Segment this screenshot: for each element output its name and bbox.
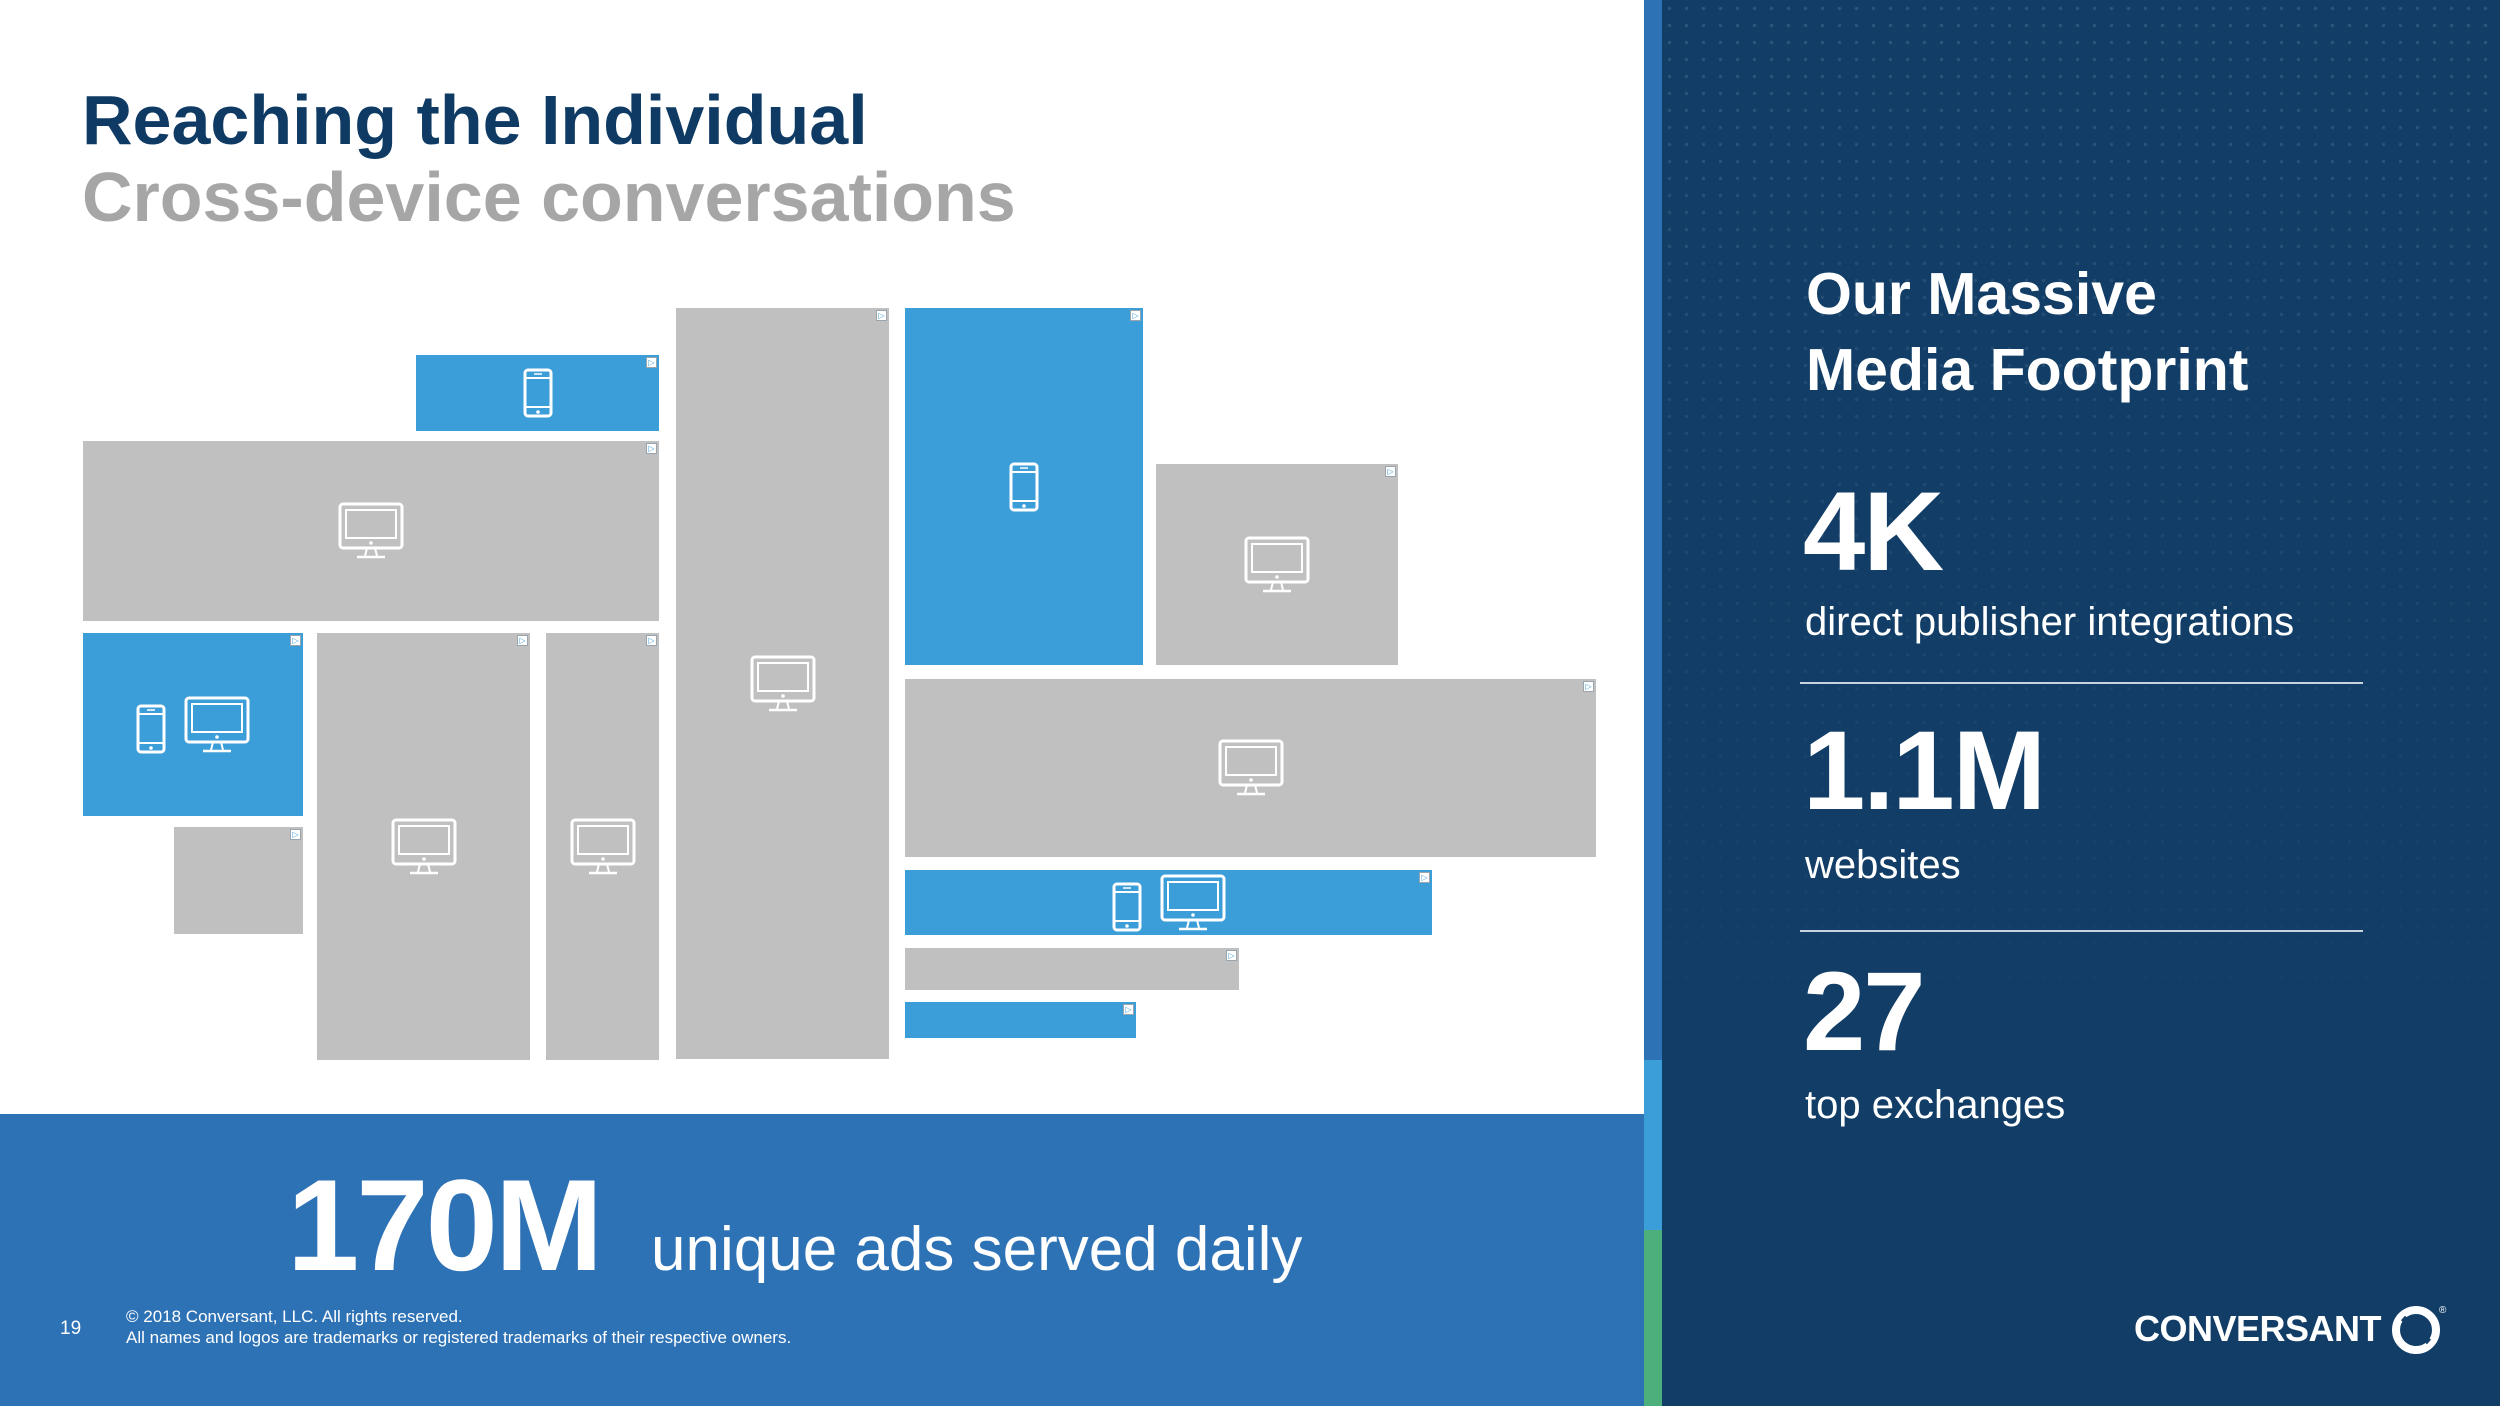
ad-tile: ▷ <box>416 355 659 431</box>
ad-tile: ▷ <box>83 633 303 816</box>
registered-mark: ® <box>2439 1305 2447 1316</box>
copyright-line: © 2018 Conversant, LLC. All rights reser… <box>126 1307 463 1326</box>
adchoices-icon[interactable]: ▷ <box>876 310 887 321</box>
ad-tile: ▷ <box>174 827 303 934</box>
stat-divider <box>1800 930 2363 932</box>
phone-icon <box>136 704 166 754</box>
logo-wordmark: CONVERSANT <box>2134 1308 2382 1349</box>
media-footprint-panel <box>1644 0 2500 1406</box>
adchoices-icon[interactable]: ▷ <box>290 829 301 840</box>
adchoices-icon[interactable]: ▷ <box>646 443 657 454</box>
device-icons <box>523 368 553 418</box>
panel-heading: Our Massive Media Footprint <box>1806 256 2248 408</box>
bottom-banner <box>0 1114 1644 1406</box>
ads-served-number: 170M <box>287 1152 603 1298</box>
stat-value: 1.1M <box>1803 708 2046 833</box>
accent-stripe-blue <box>1644 0 1662 1060</box>
adchoices-icon[interactable]: ▷ <box>646 357 657 368</box>
phone-icon <box>1009 462 1039 512</box>
ad-tile: ▷ <box>83 441 659 621</box>
ad-tile: ▷ <box>905 948 1239 990</box>
ad-tile: ▷ <box>1156 464 1398 665</box>
phone-icon <box>523 368 553 418</box>
ad-tile: ▷ <box>905 1002 1136 1038</box>
monitor-icon <box>1218 739 1284 797</box>
device-icons <box>1244 536 1310 594</box>
adchoices-icon[interactable]: ▷ <box>1385 466 1396 477</box>
stat-value: 27 <box>1803 949 1926 1074</box>
stat-label: direct publisher integrations <box>1805 600 2295 644</box>
ad-tile: ▷ <box>905 679 1596 857</box>
adchoices-icon[interactable]: ▷ <box>290 635 301 646</box>
stat-label: websites <box>1805 843 1961 887</box>
monitor-icon <box>1244 536 1310 594</box>
adchoices-icon[interactable]: ▷ <box>1419 872 1430 883</box>
panel-heading-line1: Our Massive <box>1806 261 2157 327</box>
monitor-icon <box>338 502 404 560</box>
device-icons <box>1009 462 1039 512</box>
monitor-icon <box>750 655 816 713</box>
stat-label: top exchanges <box>1805 1083 2066 1127</box>
accent-stripe-light <box>1644 1060 1662 1230</box>
adchoices-icon[interactable]: ▷ <box>517 635 528 646</box>
dot-pattern <box>1644 0 2500 1406</box>
monitor-icon <box>184 696 250 754</box>
device-icons <box>750 655 816 713</box>
adchoices-icon[interactable]: ▷ <box>1583 681 1594 692</box>
stat-value: 4K <box>1803 469 1944 594</box>
phone-icon <box>1112 882 1142 932</box>
adchoices-icon[interactable]: ▷ <box>646 635 657 646</box>
logo-mark-icon: ® <box>2392 1305 2447 1354</box>
slide-title: Reaching the Individual <box>82 81 868 159</box>
device-icons <box>570 818 636 876</box>
ad-tile: ▷ <box>905 870 1432 935</box>
ad-tile: ▷ <box>905 308 1143 665</box>
adchoices-icon[interactable]: ▷ <box>1130 310 1141 321</box>
panel-heading-line2: Media Footprint <box>1806 337 2249 403</box>
adchoices-icon[interactable]: ▷ <box>1123 1004 1134 1015</box>
device-icons <box>338 502 404 560</box>
accent-stripe-green <box>1644 1230 1662 1406</box>
ad-tile: ▷ <box>546 633 659 1060</box>
device-icons <box>391 818 457 876</box>
monitor-icon <box>391 818 457 876</box>
device-icons <box>1112 874 1226 932</box>
conversant-logo: CONVERSANT ® <box>2134 1301 2449 1357</box>
slide-subtitle: Cross-device conversations <box>82 158 1016 236</box>
ad-tile: ▷ <box>676 308 889 1059</box>
monitor-icon <box>1160 874 1226 932</box>
copyright-notice: © 2018 Conversant, LLC. All rights reser… <box>126 1306 791 1348</box>
adchoices-icon[interactable]: ▷ <box>1226 950 1237 961</box>
ads-served-label: unique ads served daily <box>651 1215 1303 1284</box>
stat-divider <box>1800 682 2363 684</box>
device-icons <box>136 696 250 754</box>
monitor-icon <box>570 818 636 876</box>
device-icons <box>1218 739 1284 797</box>
page-number: 19 <box>60 1318 82 1339</box>
ad-tile: ▷ <box>317 633 530 1060</box>
trademark-line: All names and logos are trademarks or re… <box>126 1328 792 1347</box>
